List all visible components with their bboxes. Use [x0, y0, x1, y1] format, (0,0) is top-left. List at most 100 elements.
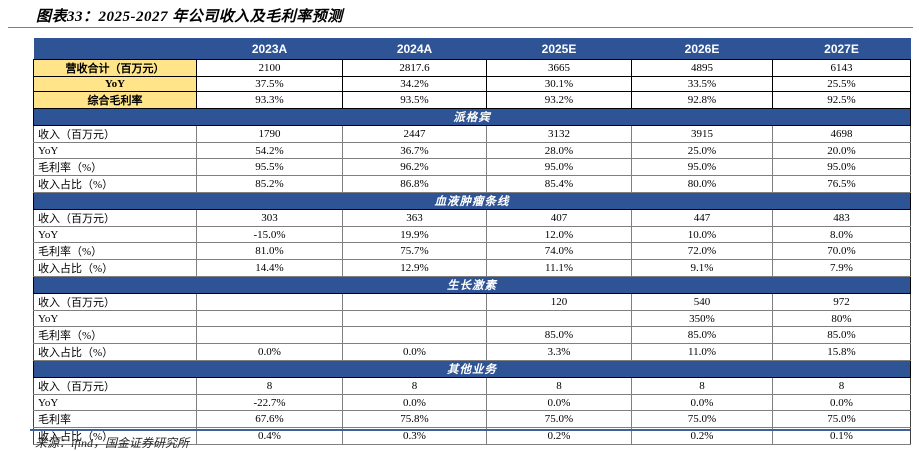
- section-band-paigebin: 派格宾: [33, 108, 911, 126]
- cell: [196, 310, 343, 327]
- header-year-2023a: 2023A: [196, 38, 343, 60]
- section-title: 血液肿瘤条线: [33, 192, 911, 210]
- cell: 93.3%: [196, 91, 343, 109]
- table-header-row: 2023A 2024A 2025E 2026E 2027E: [33, 38, 911, 60]
- cell: [486, 310, 632, 327]
- cell: 86.8%: [342, 175, 487, 193]
- section-title: 其他业务: [33, 360, 911, 378]
- cell: [342, 326, 487, 344]
- section-band-other-business: 其他业务: [33, 360, 911, 378]
- row-label: YoY: [33, 310, 197, 327]
- section-band-hematology: 血液肿瘤条线: [33, 192, 911, 210]
- header-year-2026e: 2026E: [631, 38, 773, 60]
- cell: 95.0%: [631, 158, 773, 176]
- row-label: YoY: [33, 394, 197, 411]
- cell: 363: [342, 209, 487, 227]
- cell: 972: [772, 293, 911, 311]
- cell: [342, 310, 487, 327]
- cell: 33.5%: [631, 76, 773, 92]
- title-divider: [8, 27, 913, 28]
- cell: 8: [772, 377, 911, 395]
- row-label: 毛利率（%）: [33, 242, 197, 260]
- cell: 93.5%: [342, 91, 487, 109]
- header-year-2027e: 2027E: [772, 38, 911, 60]
- cell: 8.0%: [772, 226, 911, 243]
- cell: 95.0%: [486, 158, 632, 176]
- cell: 11.1%: [486, 259, 632, 277]
- cell: 0.2%: [631, 427, 773, 445]
- cell: 85.4%: [486, 175, 632, 193]
- cell: 350%: [631, 310, 773, 327]
- cell: 120: [486, 293, 632, 311]
- row-label: 营收合计（百万元）: [33, 59, 197, 77]
- cell: 0.0%: [631, 394, 773, 411]
- cell: 3.3%: [486, 343, 632, 361]
- cell: 37.5%: [196, 76, 343, 92]
- header-year-2024a: 2024A: [342, 38, 487, 60]
- cell: 92.5%: [772, 91, 911, 109]
- summary-row-total-revenue: 营收合计（百万元） 2100 2817.6 3665 4895 6143: [33, 59, 911, 77]
- cell: -22.7%: [196, 394, 343, 411]
- cell: 3915: [631, 125, 773, 143]
- cell: 0.0%: [196, 343, 343, 361]
- row-label: 毛利率: [33, 410, 197, 428]
- cell: 70.0%: [772, 242, 911, 260]
- cell: 14.4%: [196, 259, 343, 277]
- cell: 28.0%: [486, 142, 632, 159]
- cell: 75.8%: [342, 410, 487, 428]
- cell: 4895: [631, 59, 773, 77]
- cell: 483: [772, 209, 911, 227]
- cell: 95.0%: [772, 158, 911, 176]
- cell: 12.9%: [342, 259, 487, 277]
- cell: 85.0%: [631, 326, 773, 344]
- row-label: 综合毛利率: [33, 91, 197, 109]
- cell: 8: [342, 377, 487, 395]
- cell: 12.0%: [486, 226, 632, 243]
- cell: -15.0%: [196, 226, 343, 243]
- cell: 80%: [772, 310, 911, 327]
- cell: 8: [631, 377, 773, 395]
- cell: 85.0%: [486, 326, 632, 344]
- cell: 19.9%: [342, 226, 487, 243]
- cell: 3132: [486, 125, 632, 143]
- cell: 7.9%: [772, 259, 911, 277]
- summary-row-gross-margin: 综合毛利率 93.3% 93.5% 93.2% 92.8% 92.5%: [33, 91, 911, 109]
- row-label: 收入（百万元）: [33, 293, 197, 311]
- cell: [342, 293, 487, 311]
- row-label: 收入占比（%）: [33, 343, 197, 361]
- cell: 34.2%: [342, 76, 487, 92]
- cell: 54.2%: [196, 142, 343, 159]
- cell: 0.0%: [486, 394, 632, 411]
- cell: 95.5%: [196, 158, 343, 176]
- cell: 76.5%: [772, 175, 911, 193]
- table-row: YoY -15.0% 19.9% 12.0% 10.0% 8.0%: [33, 226, 911, 243]
- table-row: YoY 350% 80%: [33, 310, 911, 327]
- cell: 93.2%: [486, 91, 632, 109]
- row-label: YoY: [33, 76, 197, 92]
- cell: 8: [486, 377, 632, 395]
- table-row: 收入（百万元） 1790 2447 3132 3915 4698: [33, 125, 911, 143]
- cell: 6143: [772, 59, 911, 77]
- cell: 540: [631, 293, 773, 311]
- table-row: YoY 54.2% 36.7% 28.0% 25.0% 20.0%: [33, 142, 911, 159]
- cell: 25.5%: [772, 76, 911, 92]
- cell: 30.1%: [486, 76, 632, 92]
- cell: 0.0%: [342, 394, 487, 411]
- table-row: 收入（百万元） 120 540 972: [33, 293, 911, 311]
- summary-row-yoy: YoY 37.5% 34.2% 30.1% 33.5% 25.5%: [33, 76, 911, 92]
- cell: 2100: [196, 59, 343, 77]
- cell: 2447: [342, 125, 487, 143]
- cell: 0.0%: [342, 343, 487, 361]
- table-row: 收入占比（%） 0.0% 0.0% 3.3% 11.0% 15.8%: [33, 343, 911, 361]
- forecast-table-container: 2023A 2024A 2025E 2026E 2027E 营收合计（百万元） …: [33, 38, 911, 445]
- table-row: 收入（百万元） 8 8 8 8 8: [33, 377, 911, 395]
- cell: 407: [486, 209, 632, 227]
- cell: 25.0%: [631, 142, 773, 159]
- cell: 20.0%: [772, 142, 911, 159]
- cell: 9.1%: [631, 259, 773, 277]
- cell: 0.0%: [772, 394, 911, 411]
- cell: [196, 326, 343, 344]
- table-row: 毛利率 67.6% 75.8% 75.0% 75.0% 75.0%: [33, 410, 911, 428]
- cell: 72.0%: [631, 242, 773, 260]
- cell: 67.6%: [196, 410, 343, 428]
